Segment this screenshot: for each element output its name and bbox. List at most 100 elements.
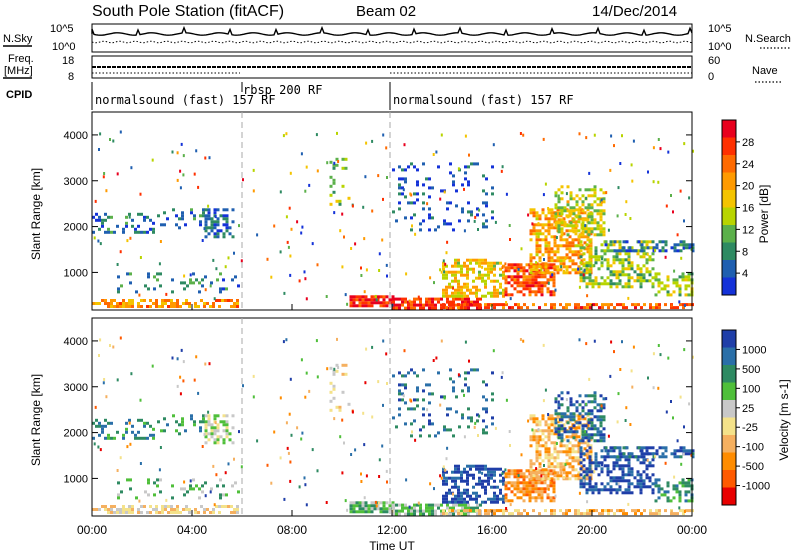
velocity-cell xyxy=(579,446,583,450)
power-cell xyxy=(529,211,533,215)
power-cell xyxy=(332,166,336,170)
power-cell xyxy=(581,227,585,231)
power-cell xyxy=(542,193,545,197)
power-cell xyxy=(476,300,479,304)
power-cell xyxy=(559,268,563,272)
power-cell xyxy=(466,288,469,292)
power-cell xyxy=(528,293,532,297)
velocity-cell xyxy=(452,434,455,438)
power-cell xyxy=(560,197,564,201)
power-cell xyxy=(122,230,125,234)
velocity-cell xyxy=(648,446,652,450)
velocity-cell xyxy=(586,414,590,418)
power-cell xyxy=(487,264,490,268)
power-cell xyxy=(490,264,493,268)
power-cell xyxy=(529,208,533,212)
power-cell xyxy=(463,285,466,289)
velocity-cell xyxy=(440,476,443,480)
power-cell xyxy=(588,255,592,259)
velocity-cell xyxy=(413,509,416,513)
velocity-cell xyxy=(469,464,472,468)
power-cell xyxy=(448,270,451,274)
power-cell xyxy=(419,228,422,232)
power-cell xyxy=(579,246,583,250)
velocity-cell xyxy=(574,450,578,454)
power-cell xyxy=(454,294,457,298)
power-cell xyxy=(560,233,564,237)
velocity-cell xyxy=(584,430,587,434)
velocity-cell xyxy=(452,503,455,507)
power-cell xyxy=(484,306,487,310)
power-cell xyxy=(523,303,526,307)
velocity-cell xyxy=(648,476,652,480)
velocity-cell xyxy=(461,503,464,507)
velocity-cell xyxy=(550,453,554,457)
velocity-cell xyxy=(482,428,485,432)
power-cell xyxy=(600,255,604,259)
velocity-cell xyxy=(140,418,143,422)
power-cell xyxy=(534,281,538,285)
power-cell xyxy=(201,278,204,282)
power-cell xyxy=(574,303,577,307)
power-cell xyxy=(645,243,649,247)
velocity-cell xyxy=(138,499,141,503)
power-cell xyxy=(266,257,269,261)
velocity-cell xyxy=(639,461,643,465)
velocity-cell xyxy=(529,477,533,481)
power-cell xyxy=(332,178,336,182)
velocity-cell xyxy=(531,481,535,485)
power-cell xyxy=(388,298,392,302)
power-cell xyxy=(669,293,673,297)
velocity-cell xyxy=(581,415,585,419)
power-cell xyxy=(568,271,572,275)
power-cell xyxy=(231,235,235,239)
power-cell xyxy=(301,225,304,229)
power-cell xyxy=(179,169,182,173)
velocity-cell xyxy=(230,505,233,508)
power-cell xyxy=(461,183,464,187)
power-cell xyxy=(547,271,551,275)
power-cell xyxy=(585,282,589,286)
power-cell xyxy=(482,189,485,193)
power-cell xyxy=(543,281,547,285)
velocity-cell xyxy=(222,438,226,442)
power-cell xyxy=(417,295,420,299)
power-cell xyxy=(117,287,120,291)
power-cell xyxy=(413,297,416,301)
velocity-cell xyxy=(604,449,608,453)
velocity-cell xyxy=(559,429,563,433)
velocity-cell xyxy=(404,506,407,510)
velocity-cell xyxy=(514,509,517,513)
velocity-cell xyxy=(131,511,134,514)
velocity-cell xyxy=(364,381,367,385)
velocity-cell xyxy=(658,512,661,516)
velocity-cell xyxy=(636,479,640,483)
velocity-cell xyxy=(559,462,563,466)
colorbar-tick-label: -500 xyxy=(742,461,764,473)
power-cell xyxy=(460,285,463,289)
velocity-cell xyxy=(540,474,543,478)
power-cell xyxy=(428,303,431,307)
power-cell xyxy=(627,282,631,286)
velocity-cell xyxy=(549,481,553,485)
power-cell xyxy=(467,306,470,310)
power-cell xyxy=(496,294,499,298)
power-cell xyxy=(446,207,449,211)
velocity-cell xyxy=(119,511,122,514)
power-cell xyxy=(452,174,455,178)
power-cell xyxy=(344,293,347,297)
velocity-cell xyxy=(422,509,425,513)
velocity-cell xyxy=(593,400,597,404)
velocity-cell xyxy=(504,472,508,476)
velocity-cell xyxy=(588,479,592,483)
power-cell xyxy=(437,297,440,301)
velocity-cell xyxy=(208,362,211,366)
velocity-cell xyxy=(538,429,542,433)
power-cell xyxy=(210,220,214,224)
velocity-cell xyxy=(329,366,333,370)
colorbar-tick-label: 500 xyxy=(742,364,760,376)
power-cell xyxy=(687,278,691,282)
velocity-cell xyxy=(233,457,235,461)
velocity-cell xyxy=(446,503,449,507)
velocity-cell xyxy=(596,418,600,422)
